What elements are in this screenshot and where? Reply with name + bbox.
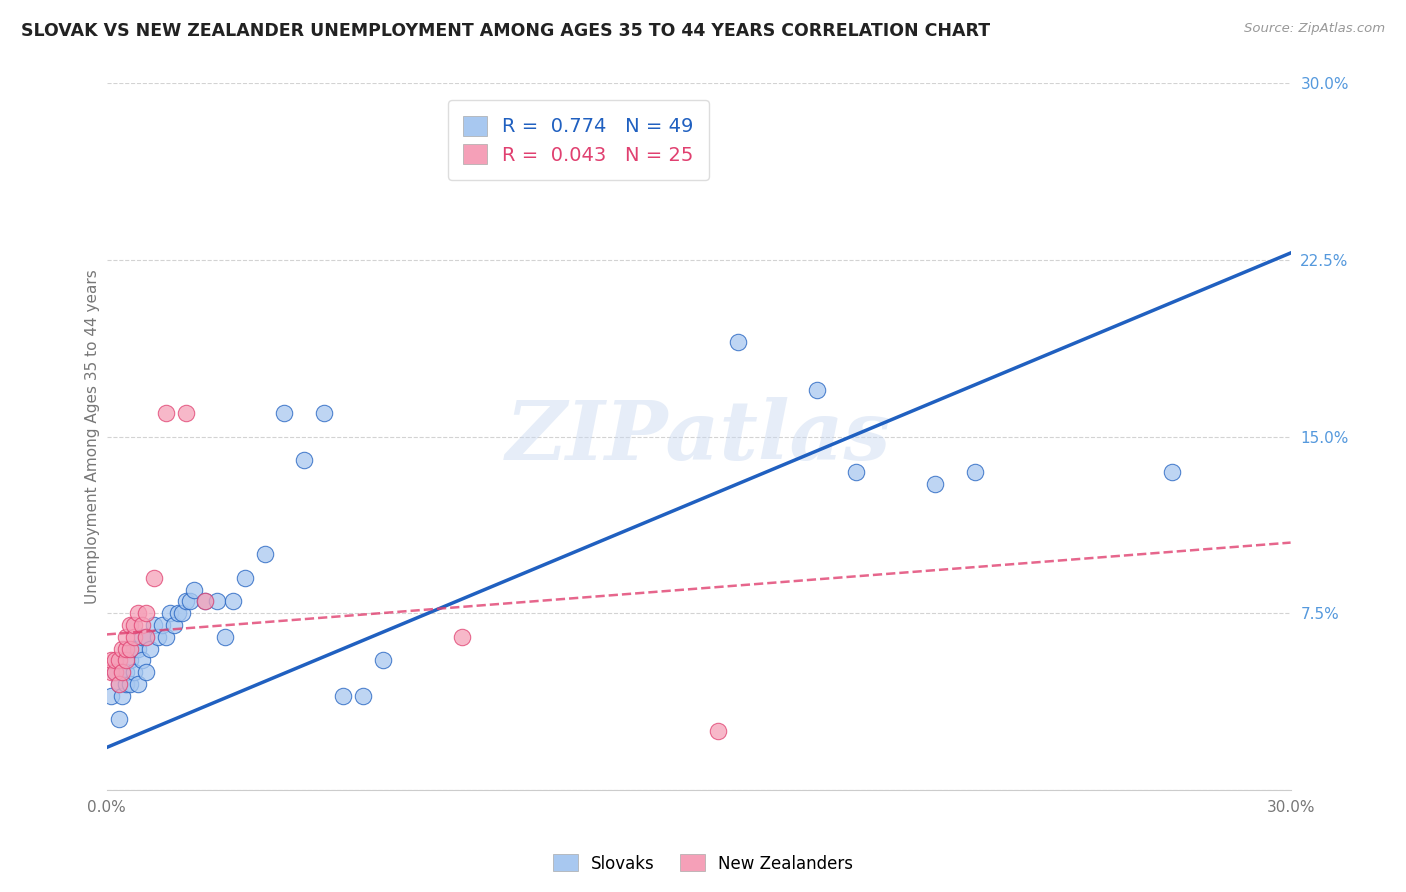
Point <box>273 406 295 420</box>
Point <box>352 689 374 703</box>
Point <box>135 630 157 644</box>
Point <box>253 547 276 561</box>
Point <box>115 630 138 644</box>
Point <box>131 653 153 667</box>
Point <box>100 689 122 703</box>
Point <box>143 571 166 585</box>
Point <box>111 665 134 679</box>
Point <box>155 630 177 644</box>
Point <box>155 406 177 420</box>
Point <box>120 677 142 691</box>
Point <box>100 665 122 679</box>
Point <box>159 606 181 620</box>
Point <box>205 594 228 608</box>
Point <box>179 594 201 608</box>
Point <box>103 665 125 679</box>
Point <box>120 618 142 632</box>
Point <box>124 665 146 679</box>
Point <box>292 453 315 467</box>
Point <box>963 465 986 479</box>
Point <box>222 594 245 608</box>
Point <box>127 641 149 656</box>
Point <box>143 618 166 632</box>
Point <box>727 335 749 350</box>
Point <box>135 630 157 644</box>
Point <box>174 406 197 420</box>
Point <box>111 689 134 703</box>
Point <box>111 665 134 679</box>
Point <box>111 641 134 656</box>
Point <box>1161 465 1184 479</box>
Legend: R =  0.774   N = 49, R =  0.043   N = 25: R = 0.774 N = 49, R = 0.043 N = 25 <box>449 100 709 180</box>
Point <box>131 630 153 644</box>
Point <box>845 465 868 479</box>
Point <box>107 677 129 691</box>
Point <box>166 606 188 620</box>
Legend: Slovaks, New Zealanders: Slovaks, New Zealanders <box>546 847 860 880</box>
Point <box>124 630 146 644</box>
Point <box>194 594 217 608</box>
Point <box>146 630 169 644</box>
Point <box>115 653 138 667</box>
Point <box>124 618 146 632</box>
Point <box>806 383 828 397</box>
Point <box>135 665 157 679</box>
Point <box>332 689 354 703</box>
Point <box>174 594 197 608</box>
Point <box>135 606 157 620</box>
Point <box>233 571 256 585</box>
Text: Source: ZipAtlas.com: Source: ZipAtlas.com <box>1244 22 1385 36</box>
Point <box>124 641 146 656</box>
Text: SLOVAK VS NEW ZEALANDER UNEMPLOYMENT AMONG AGES 35 TO 44 YEARS CORRELATION CHART: SLOVAK VS NEW ZEALANDER UNEMPLOYMENT AMO… <box>21 22 990 40</box>
Point <box>107 653 129 667</box>
Point <box>103 665 125 679</box>
Point <box>371 653 394 667</box>
Point <box>107 677 129 691</box>
Point <box>924 476 946 491</box>
Point <box>127 606 149 620</box>
Point <box>127 677 149 691</box>
Point <box>707 723 730 738</box>
Point <box>120 641 142 656</box>
Point <box>214 630 236 644</box>
Point <box>131 618 153 632</box>
Point <box>648 159 671 173</box>
Point <box>170 606 193 620</box>
Point <box>115 677 138 691</box>
Point <box>107 712 129 726</box>
Point <box>115 641 138 656</box>
Point <box>450 630 472 644</box>
Y-axis label: Unemployment Among Ages 35 to 44 years: Unemployment Among Ages 35 to 44 years <box>86 269 100 604</box>
Point <box>100 653 122 667</box>
Point <box>194 594 217 608</box>
Text: ZIPatlas: ZIPatlas <box>506 397 891 476</box>
Point <box>312 406 335 420</box>
Point <box>183 582 205 597</box>
Point <box>103 653 125 667</box>
Point <box>120 653 142 667</box>
Point <box>150 618 173 632</box>
Point <box>115 665 138 679</box>
Point <box>163 618 186 632</box>
Point <box>139 641 162 656</box>
